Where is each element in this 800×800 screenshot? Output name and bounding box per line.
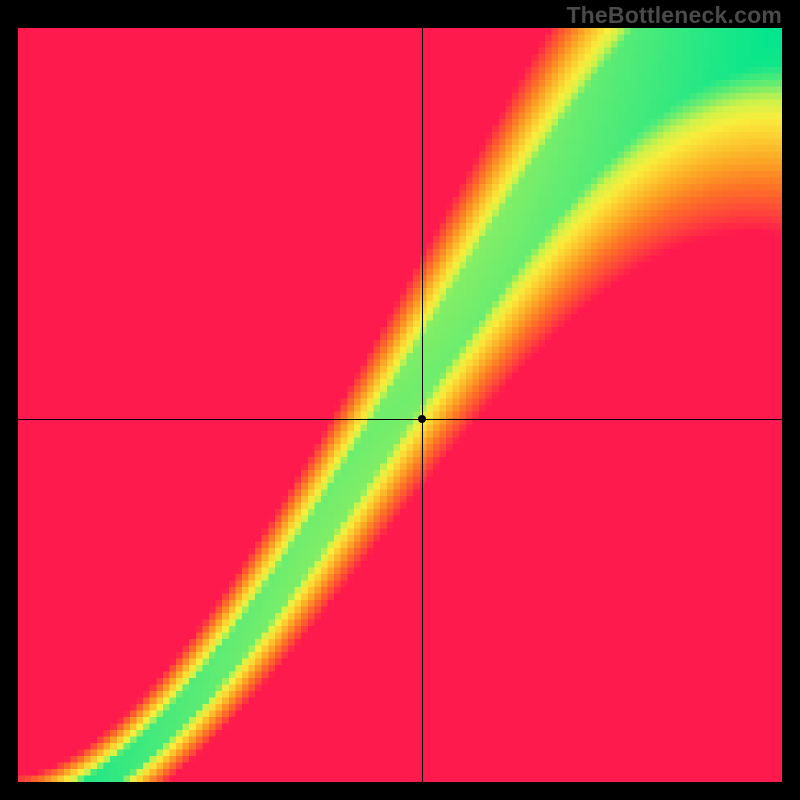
crosshair-vertical	[422, 28, 423, 782]
heatmap-canvas	[18, 28, 782, 782]
plot-area	[18, 28, 782, 782]
watermark-text: TheBottleneck.com	[566, 2, 782, 29]
crosshair-marker	[418, 415, 426, 423]
root: TheBottleneck.com	[0, 0, 800, 800]
crosshair-horizontal	[18, 419, 782, 420]
